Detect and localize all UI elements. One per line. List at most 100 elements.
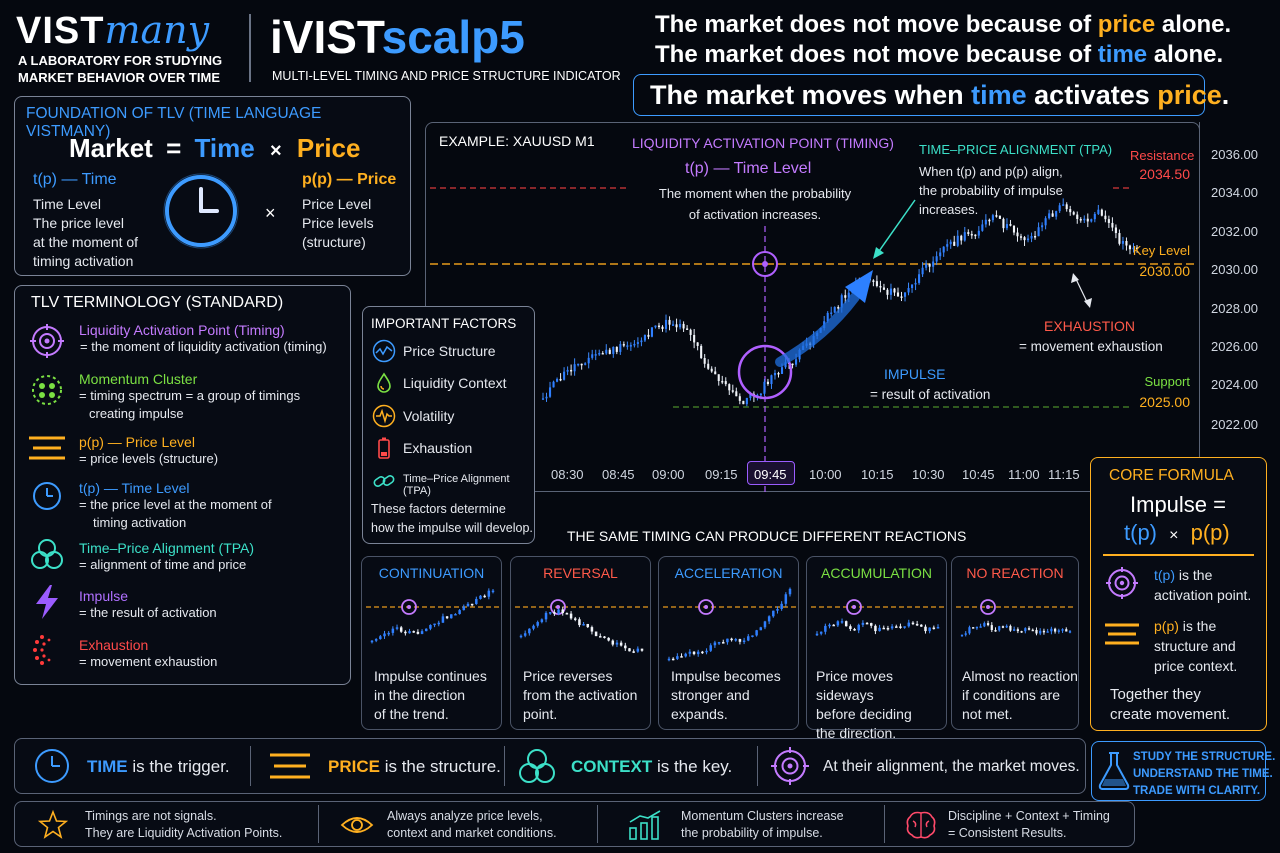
mini-candle bbox=[408, 631, 411, 634]
factor-liquidity-context: Liquidity Context bbox=[403, 375, 507, 391]
price-candle bbox=[1041, 225, 1044, 228]
price-candle bbox=[1118, 233, 1121, 244]
mini-candle bbox=[932, 627, 936, 630]
strip-divider bbox=[757, 746, 758, 786]
price-candle bbox=[763, 381, 766, 394]
price-candle bbox=[545, 396, 548, 399]
price-candle bbox=[700, 345, 703, 359]
price-candle bbox=[988, 219, 991, 222]
price-candle bbox=[703, 358, 706, 364]
price-candle bbox=[619, 344, 622, 352]
mini-candle bbox=[994, 630, 997, 632]
term-desc: = the moment of liquidity activation (ti… bbox=[80, 339, 327, 354]
bottom-note-line: Discipline + Context + Timing bbox=[948, 809, 1110, 823]
mini-candle bbox=[924, 626, 927, 632]
strip-time-text: TIME is the trigger. bbox=[87, 757, 230, 777]
mini-candle bbox=[861, 622, 865, 625]
mini-candle bbox=[391, 628, 395, 633]
price-candle bbox=[548, 387, 552, 397]
card-desc-line: not met. bbox=[962, 706, 1013, 722]
mini-candle bbox=[784, 594, 788, 604]
mini-candle bbox=[865, 622, 869, 625]
mini-candle bbox=[1001, 626, 1005, 628]
price-candle bbox=[1090, 219, 1093, 222]
term-title: Exhaustion bbox=[79, 637, 149, 653]
mini-candle bbox=[717, 642, 721, 644]
card-chart-reversal bbox=[515, 599, 648, 654]
mini-candle bbox=[412, 631, 415, 633]
price-candle bbox=[675, 324, 678, 328]
mini-candle bbox=[983, 623, 986, 627]
factors-note: These factors determine how the impulse … bbox=[371, 500, 533, 538]
mini-candle bbox=[519, 635, 523, 638]
price-candle bbox=[1026, 238, 1030, 241]
price-candle bbox=[633, 343, 636, 346]
price-candle bbox=[903, 292, 907, 297]
price-candle bbox=[1065, 204, 1068, 210]
mini-candle bbox=[573, 618, 577, 620]
mini-candle bbox=[1068, 631, 1072, 633]
term-item-impulse: Impulse = the result of activation bbox=[79, 588, 217, 622]
logo-vist: VIST bbox=[16, 10, 105, 52]
price-candle bbox=[886, 289, 889, 295]
mini-target-dot bbox=[704, 605, 708, 609]
mini-candle bbox=[632, 651, 635, 653]
card-desc: Price moves sideways before deciding the d… bbox=[816, 667, 946, 743]
strip-context-text: CONTEXT is the key. bbox=[571, 757, 732, 777]
x-tick: 09:15 bbox=[705, 467, 738, 482]
headline-line-3: The market moves when time activates pri… bbox=[650, 80, 1229, 111]
headline-text: alone. bbox=[1147, 41, 1224, 68]
mini-target-dot bbox=[407, 605, 411, 609]
momentum-cluster-icon bbox=[32, 375, 62, 405]
core-tp-label: t(p) bbox=[1154, 567, 1175, 583]
support-value: 2025.00 bbox=[1139, 394, 1190, 410]
core-tp-desc-b: activation point. bbox=[1154, 587, 1252, 603]
mini-candle bbox=[1027, 628, 1031, 630]
price-candle bbox=[780, 367, 784, 374]
mini-candle bbox=[903, 626, 906, 628]
core-tp-desc: t(p) is the activation point. bbox=[1154, 565, 1251, 605]
price-candle bbox=[552, 381, 555, 388]
price-candle bbox=[914, 282, 917, 285]
price-candle bbox=[563, 371, 566, 380]
card-chart-continuation bbox=[366, 588, 499, 644]
price-candle bbox=[1072, 212, 1075, 215]
core-tp: t(p) bbox=[1124, 520, 1157, 545]
mini-candle bbox=[1016, 629, 1019, 632]
price-candle bbox=[622, 344, 625, 346]
core-impulse: Impulse = bbox=[1130, 492, 1226, 517]
strip-context-icon bbox=[519, 749, 555, 783]
mini-candle bbox=[975, 626, 979, 629]
price-candle bbox=[661, 326, 664, 329]
card-desc-line: Almost no reaction bbox=[962, 668, 1078, 684]
term-title: Liquidity Activation Point (Timing) bbox=[79, 322, 285, 338]
x-tick: 11:15 bbox=[1048, 467, 1080, 482]
card-chart-acceleration bbox=[663, 587, 796, 662]
price-candle bbox=[956, 235, 959, 246]
eq-time: Time bbox=[194, 133, 255, 163]
price-candle bbox=[671, 324, 675, 326]
foundation-equation: Market = Time × Price bbox=[69, 133, 360, 164]
card-title: CONTINUATION bbox=[378, 565, 485, 581]
product-subtitle: MULTI-LEVEL TIMING AND PRICE STRUCTURE I… bbox=[272, 69, 621, 83]
mini-candle bbox=[986, 623, 990, 626]
mini-candle bbox=[1024, 628, 1027, 632]
price-candle bbox=[777, 372, 780, 375]
mini-candle bbox=[734, 639, 738, 641]
mini-candle bbox=[599, 636, 602, 638]
price-candle bbox=[664, 319, 668, 329]
mini-candle bbox=[671, 658, 675, 661]
price-chart bbox=[430, 187, 1195, 492]
price-candle bbox=[1100, 209, 1103, 216]
price-candle bbox=[696, 342, 699, 346]
mini-candle bbox=[979, 626, 982, 628]
mini-candle bbox=[458, 610, 461, 614]
card-desc-line: before deciding bbox=[816, 706, 912, 722]
mini-candle bbox=[387, 632, 390, 635]
strip-time-word: TIME bbox=[87, 757, 128, 776]
price-candle bbox=[693, 334, 696, 343]
bottom-note-line: = Consistent Results. bbox=[948, 826, 1067, 840]
card-desc-line: of the trend. bbox=[374, 706, 449, 722]
activation-glow bbox=[737, 344, 793, 400]
mini-candle bbox=[532, 625, 535, 629]
